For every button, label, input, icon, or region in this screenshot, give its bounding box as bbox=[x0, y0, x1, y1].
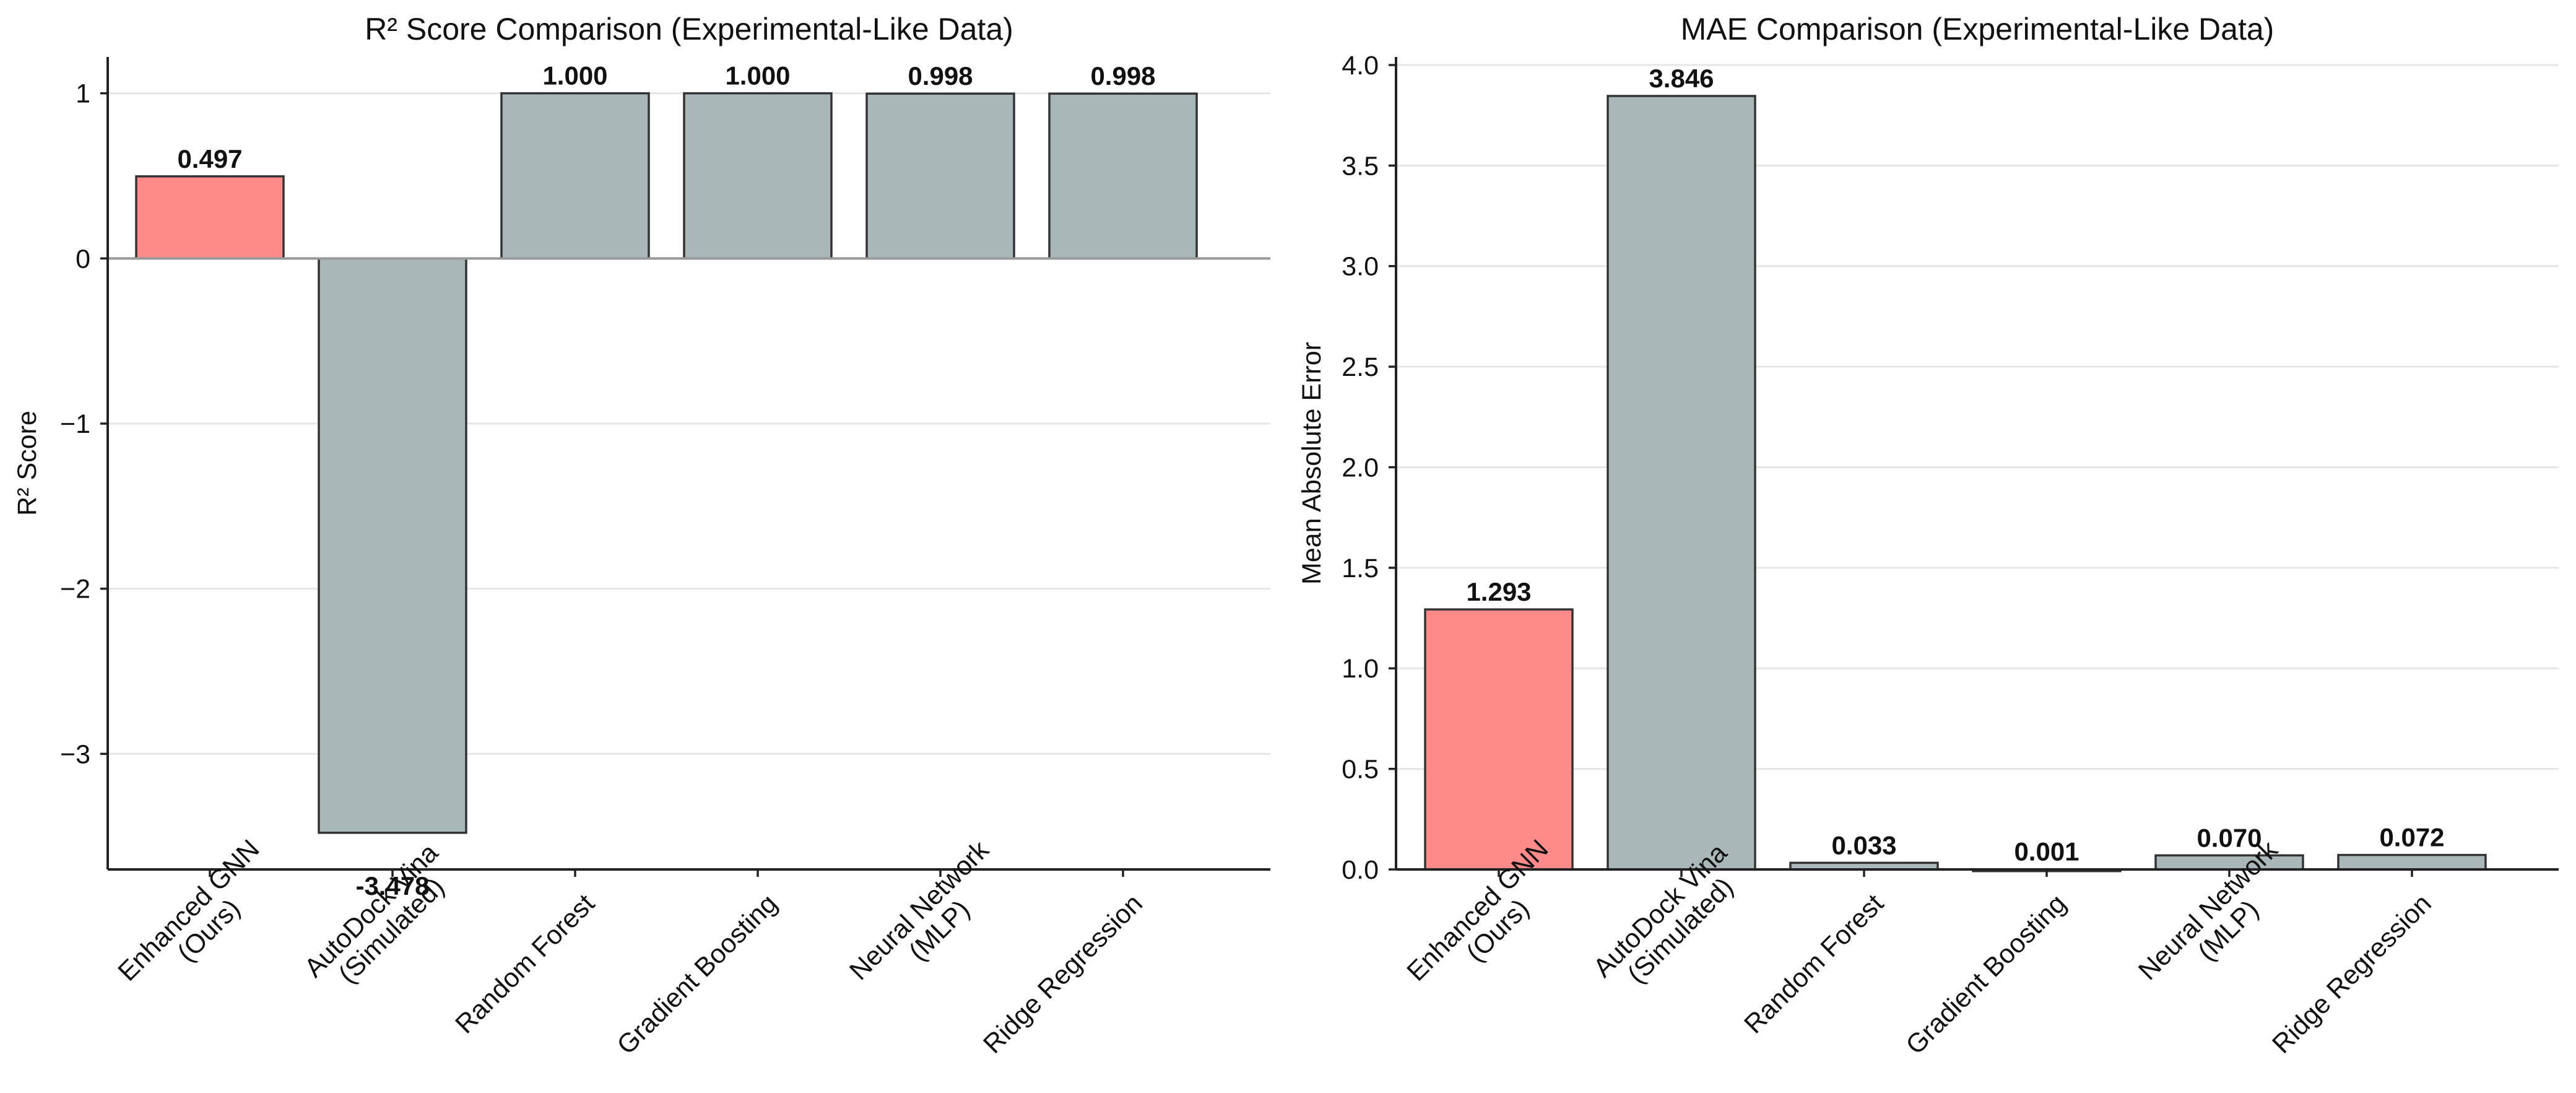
y-tick-label: 1.0 bbox=[1342, 654, 1379, 684]
bar bbox=[1608, 96, 1755, 869]
y-tick-label: 0.5 bbox=[1342, 755, 1379, 785]
value-label: 0.001 bbox=[2014, 837, 2079, 866]
y-tick-label: 3.5 bbox=[1342, 151, 1379, 181]
value-label: 1.000 bbox=[542, 61, 607, 90]
x-tick-label: Ridge Regression bbox=[978, 889, 1148, 1060]
y-tick-label: 1.5 bbox=[1342, 554, 1379, 583]
x-tick-label: Ridge Regression bbox=[2266, 889, 2437, 1060]
y-tick-label: 2.0 bbox=[1342, 453, 1379, 482]
value-label: 3.846 bbox=[1649, 64, 1714, 93]
chart-title: MAE Comparison (Experimental-Like Data) bbox=[1681, 12, 2275, 46]
y-tick-label: 1 bbox=[76, 79, 90, 109]
value-label: 0.998 bbox=[1090, 61, 1155, 90]
value-label: 1.000 bbox=[725, 61, 790, 90]
value-label: 0.497 bbox=[177, 144, 242, 173]
y-tick-label: 3.0 bbox=[1342, 252, 1379, 282]
y-tick-label: 0.0 bbox=[1342, 855, 1379, 885]
x-tick-label: Enhanced GNN(Ours) bbox=[112, 834, 285, 1007]
chart-title: R² Score Comparison (Experimental-Like D… bbox=[365, 12, 1013, 46]
x-tick-label: Random Forest bbox=[1738, 889, 1889, 1040]
y-axis-label: R² Score bbox=[12, 411, 42, 516]
value-label: 0.998 bbox=[908, 61, 973, 90]
bar bbox=[1425, 609, 1572, 869]
x-tick-label: AutoDock Vina(Simulated) bbox=[299, 838, 464, 1003]
value-label: 0.072 bbox=[2379, 823, 2444, 852]
bar bbox=[684, 94, 831, 259]
x-tick-label: Gradient Boosting bbox=[612, 889, 783, 1060]
bar bbox=[1049, 94, 1197, 258]
x-tick-label: Gradient Boosting bbox=[1901, 889, 2072, 1060]
bar bbox=[136, 176, 284, 259]
x-tick-label: Neural Network(MLP) bbox=[844, 835, 1015, 1006]
y-tick-label: 4.0 bbox=[1342, 51, 1379, 81]
value-label: 0.033 bbox=[1831, 830, 1896, 860]
y-tick-label: −1 bbox=[60, 409, 90, 439]
y-tick-label: −3 bbox=[60, 739, 90, 769]
y-axis-label: Mean Absolute Error bbox=[1297, 342, 1327, 585]
bar bbox=[2338, 855, 2486, 869]
bar bbox=[867, 94, 1014, 258]
bar bbox=[319, 258, 466, 832]
value-label: 1.293 bbox=[1466, 577, 1531, 606]
y-tick-label: 2.5 bbox=[1342, 352, 1379, 382]
y-tick-label: 0 bbox=[76, 244, 90, 274]
y-tick-label: −2 bbox=[60, 575, 90, 604]
bar bbox=[501, 94, 649, 259]
x-tick-label: Random Forest bbox=[449, 889, 601, 1040]
